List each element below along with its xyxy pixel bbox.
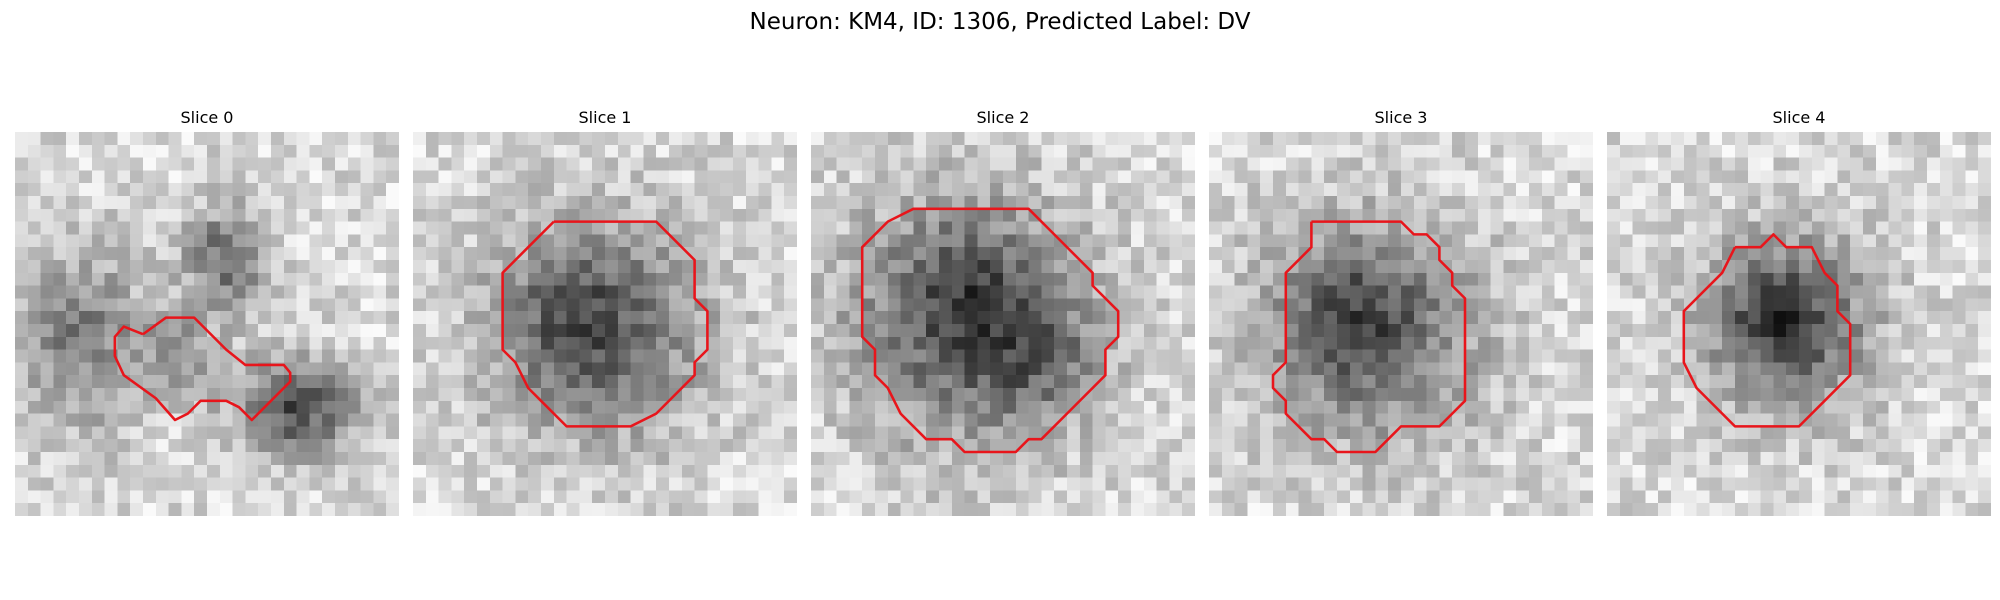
slice-image <box>413 132 797 516</box>
pixel-grid <box>1209 132 1593 516</box>
slice-panel-4: Slice 4 <box>1607 108 1991 516</box>
slice-title: Slice 4 <box>1772 108 1826 127</box>
pixel-grid <box>15 132 399 516</box>
slice-image <box>811 132 1195 516</box>
slice-panel-1: Slice 1 <box>413 108 797 516</box>
slice-title: Slice 2 <box>976 108 1030 127</box>
figure-title: Neuron: KM4, ID: 1306, Predicted Label: … <box>749 9 1251 35</box>
slice-title: Slice 3 <box>1374 108 1428 127</box>
slice-image <box>1209 132 1593 516</box>
slice-title: Slice 1 <box>578 108 632 127</box>
roi-contour <box>860 207 1120 454</box>
roi-contour <box>1271 220 1467 454</box>
pixel-grid <box>413 132 797 516</box>
slice-panel-3: Slice 3 <box>1209 108 1593 516</box>
roi-contour <box>501 220 709 428</box>
slice-panel-2: Slice 2 <box>811 108 1195 516</box>
pixel-grid <box>1607 132 1991 516</box>
slice-panel-0: Slice 0 <box>15 108 399 516</box>
roi-contour <box>1682 233 1852 428</box>
slice-title: Slice 0 <box>180 108 234 127</box>
slice-image <box>15 132 399 516</box>
roi-contour <box>113 316 292 422</box>
pixel-grid <box>811 132 1195 516</box>
slice-image <box>1607 132 1991 516</box>
